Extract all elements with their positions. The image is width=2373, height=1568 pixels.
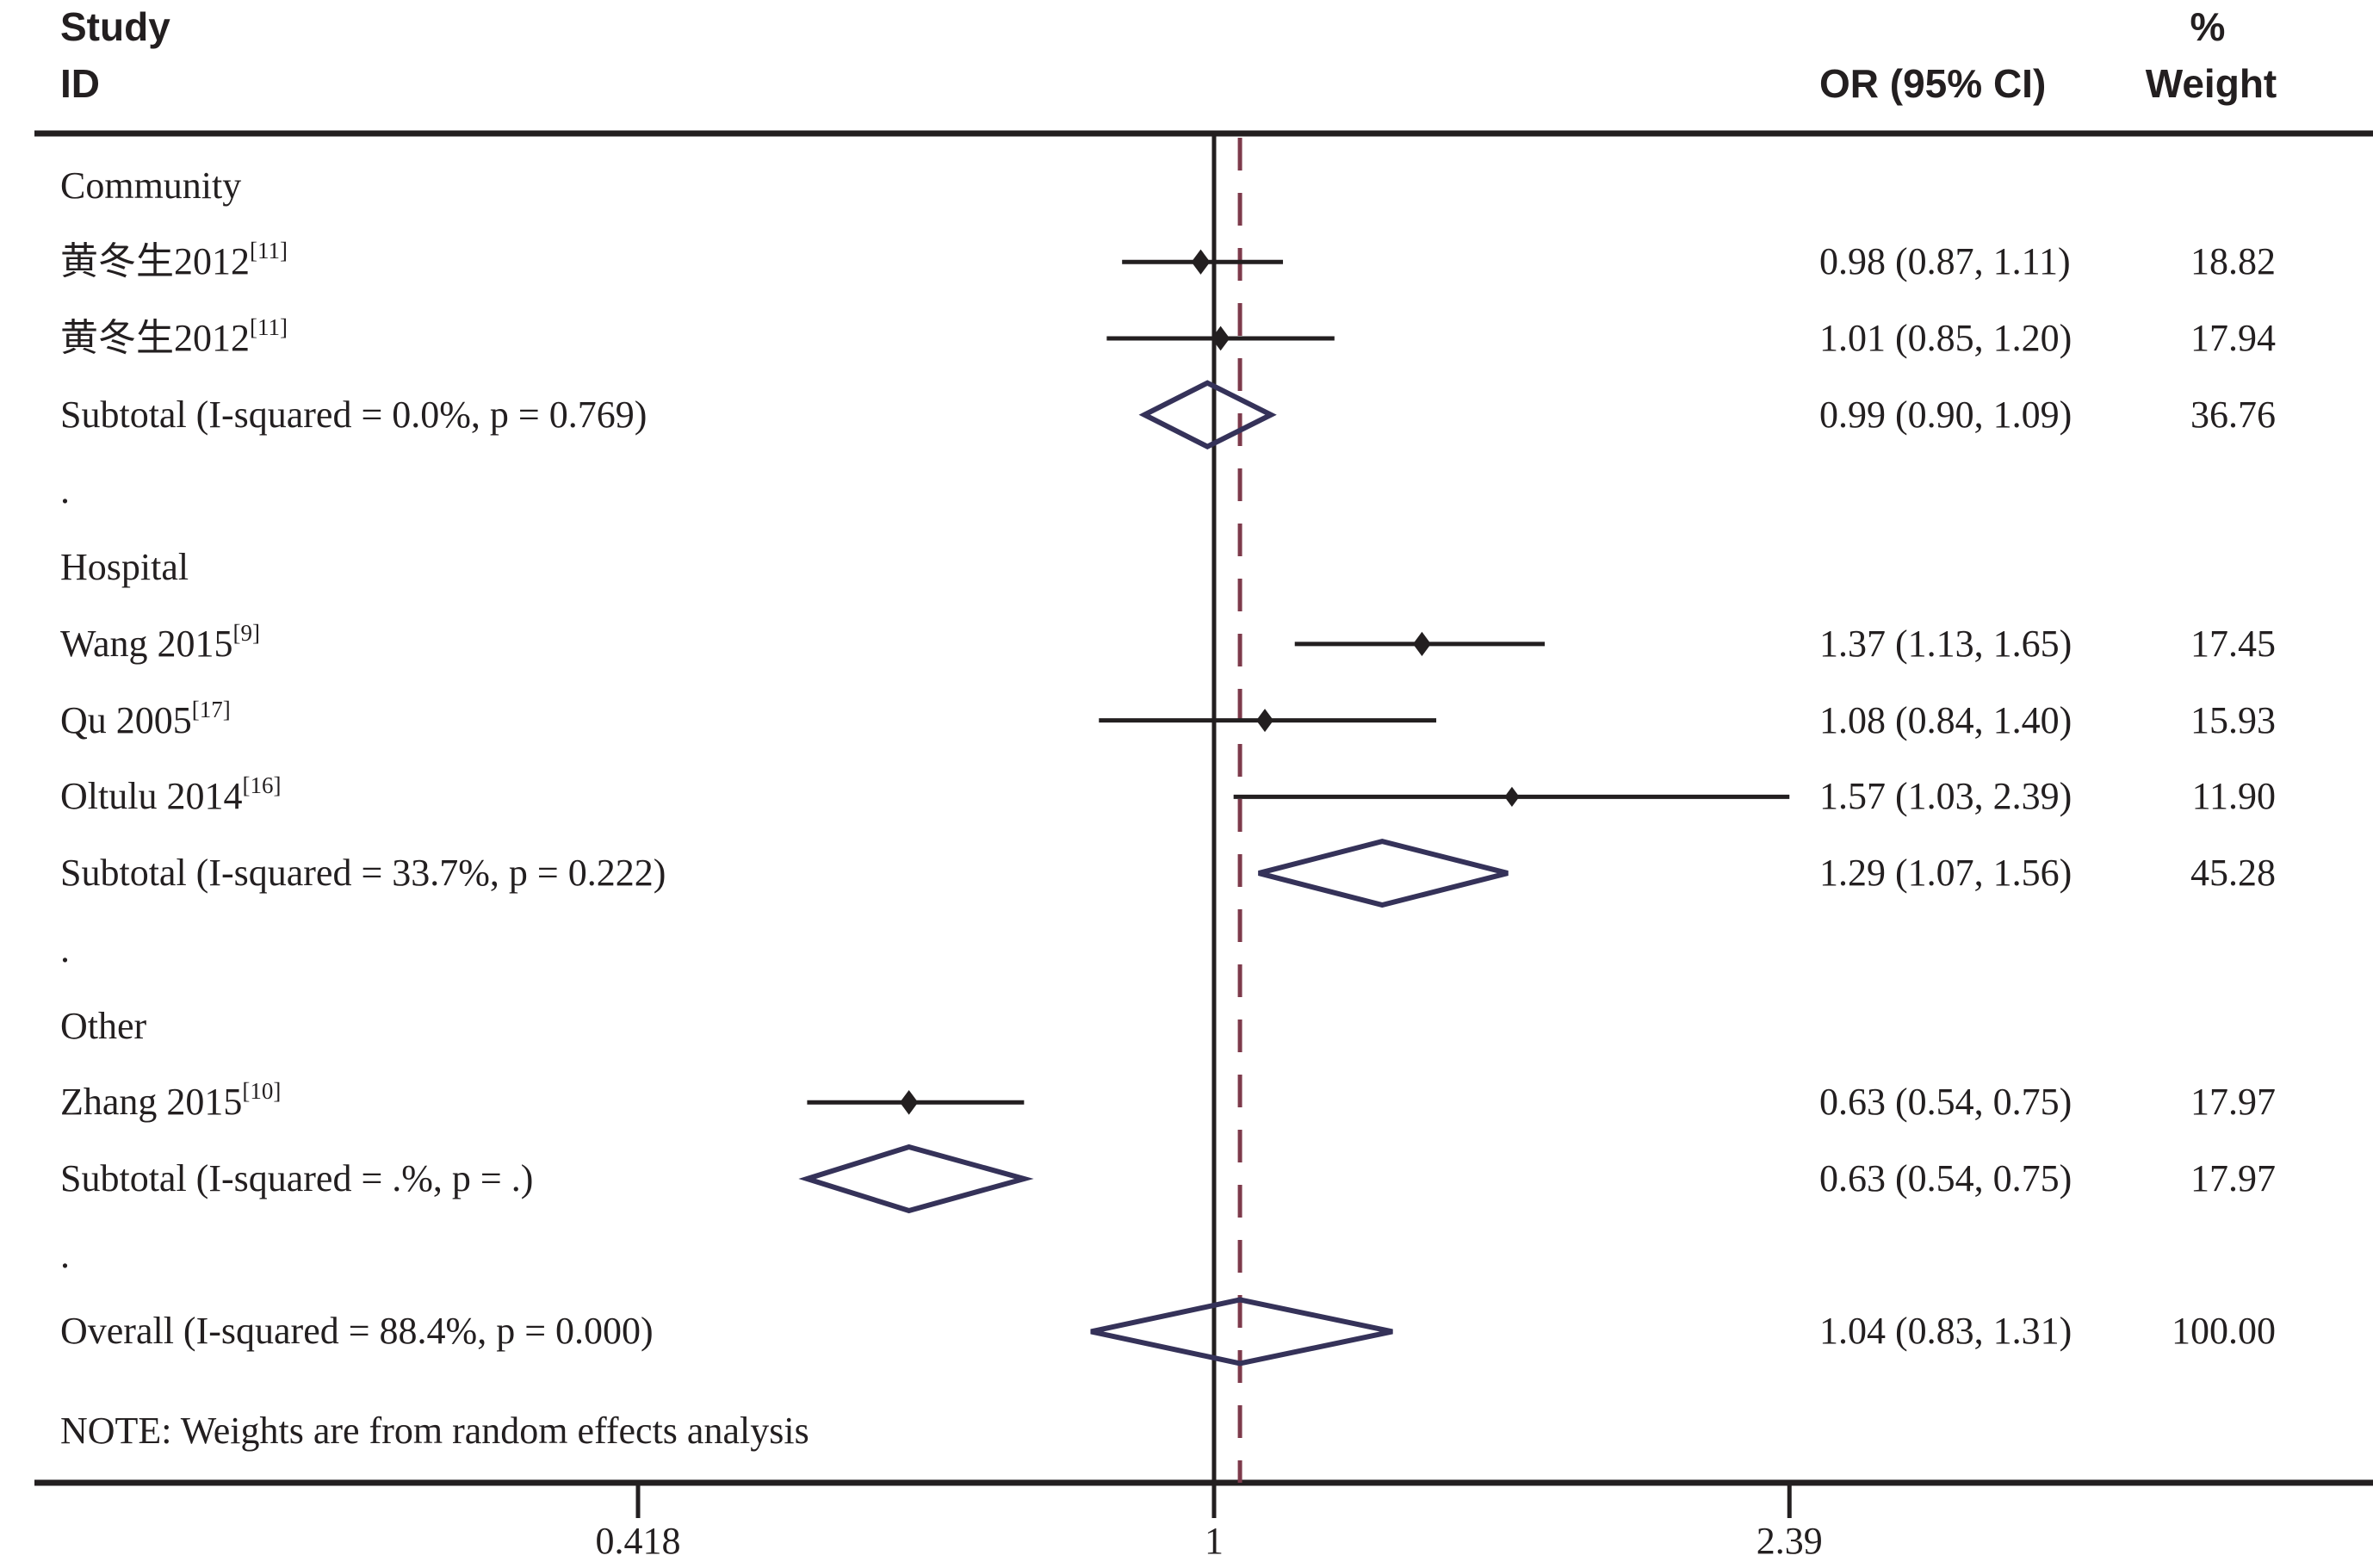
weight-value: 17.94: [2190, 316, 2276, 359]
citation-superscript: [11]: [250, 313, 288, 340]
subtotal-label: Subtotal (I-squared = 33.7%, p = 0.222): [60, 852, 666, 895]
header-percent: %: [2190, 4, 2226, 49]
effect-marker: [900, 1089, 919, 1115]
or-ci-value: 1.37 (1.13, 1.65): [1819, 622, 2073, 665]
overall-label: Overall (I-squared = 88.4%, p = 0.000): [60, 1310, 654, 1353]
study-label: 黄冬生2012[11]: [60, 238, 288, 283]
subtotal-diamond: [1138, 380, 1277, 450]
citation-superscript: [17]: [191, 696, 231, 722]
effect-marker: [1211, 325, 1230, 351]
group-label: Other: [60, 1004, 147, 1047]
x-tick-label-center: 1: [1205, 1520, 1224, 1562]
weight-value: 17.97: [2190, 1081, 2276, 1124]
spacer-dot: .: [60, 469, 70, 512]
or-ci-value: 1.04 (0.83, 1.31): [1819, 1310, 2073, 1353]
spacer-dot: .: [60, 927, 70, 970]
weight-value: 18.82: [2190, 240, 2276, 283]
study-label: Wang 2015[9]: [60, 619, 261, 665]
x-tick-label-left: 0.418: [595, 1520, 681, 1562]
subtotal-diamond: [1258, 838, 1509, 908]
study-label: Zhang 2015[10]: [60, 1078, 282, 1124]
header-id: ID: [60, 61, 100, 106]
or-ci-value: 0.63 (0.54, 0.75): [1819, 1081, 2073, 1124]
weight-value: 45.28: [2190, 852, 2276, 895]
study-label: Oltulu 2014[16]: [60, 772, 282, 818]
or-ci-value: 1.01 (0.85, 1.20): [1819, 316, 2073, 359]
effect-marker: [1504, 786, 1520, 807]
overall-diamond: [1090, 1297, 1393, 1367]
weight-value: 11.90: [2191, 775, 2276, 818]
spacer-dot: .: [60, 1233, 70, 1276]
study-label: 黄冬生2012[11]: [60, 313, 288, 359]
or-ci-value: 1.29 (1.07, 1.56): [1819, 852, 2073, 895]
weight-value: 15.93: [2190, 698, 2276, 741]
header-weight: Weight: [2145, 61, 2277, 106]
or-ci-value: 0.98 (0.87, 1.11): [1819, 240, 2071, 283]
effect-marker: [1256, 709, 1274, 733]
header-or-ci: OR (95% CI): [1819, 61, 2047, 106]
subtotal-label: Subtotal (I-squared = 0.0%, p = 0.769): [60, 393, 647, 436]
random-effects-note: NOTE: Weights are from random effects an…: [60, 1410, 809, 1452]
group-label: Hospital: [60, 546, 189, 589]
subtotal-diamond: [798, 1143, 1034, 1214]
citation-superscript: [9]: [232, 619, 261, 646]
or-ci-value: 0.99 (0.90, 1.09): [1819, 393, 2073, 436]
weight-value: 36.76: [2190, 393, 2276, 436]
x-tick-label-right: 2.39: [1756, 1520, 1823, 1562]
effect-marker: [1413, 631, 1431, 656]
or-ci-value: 1.08 (0.84, 1.40): [1819, 698, 2073, 741]
citation-superscript: [16]: [242, 772, 282, 799]
subtotal-label: Subtotal (I-squared = .%, p = .): [60, 1156, 534, 1199]
group-label: Community: [60, 164, 242, 207]
weight-value: 100.00: [2172, 1310, 2276, 1353]
effect-marker: [1191, 249, 1211, 275]
citation-superscript: [10]: [242, 1078, 282, 1105]
or-ci-value: 1.57 (1.03, 2.39): [1819, 775, 2073, 818]
weight-value: 17.45: [2190, 622, 2276, 665]
study-label: Qu 2005[17]: [60, 696, 231, 741]
weight-value: 17.97: [2190, 1156, 2276, 1199]
header-study: Study: [60, 4, 170, 49]
citation-superscript: [11]: [250, 238, 288, 264]
or-ci-value: 0.63 (0.54, 0.75): [1819, 1156, 2073, 1199]
